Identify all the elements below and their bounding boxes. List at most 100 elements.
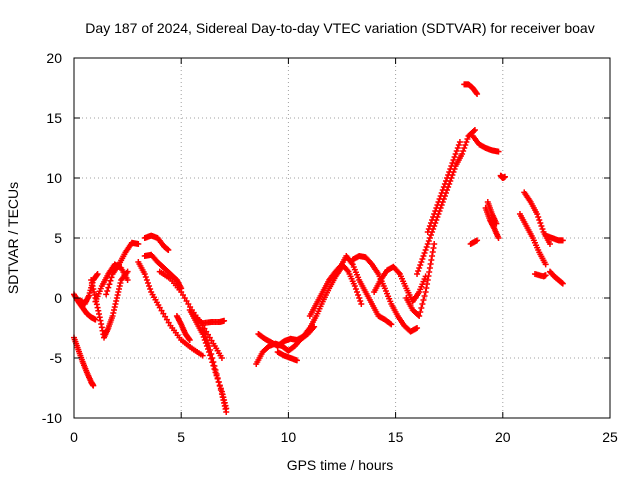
data-point [451, 154, 458, 160]
data-point [213, 371, 220, 377]
data-point [419, 256, 426, 262]
data-point [474, 237, 481, 244]
data-point [199, 325, 206, 331]
data-point [538, 223, 545, 229]
data-point [448, 163, 455, 169]
data-point [461, 145, 468, 151]
data-point [419, 301, 426, 307]
data-point [470, 128, 477, 134]
data-point [212, 367, 219, 373]
x-tick-label: 20 [495, 429, 511, 445]
data-point [201, 331, 208, 337]
y-tick-label: 10 [46, 170, 62, 186]
data-point [146, 283, 153, 289]
data-point [142, 274, 149, 280]
data-point [418, 305, 425, 311]
data-point [105, 284, 112, 291]
data-point [209, 355, 216, 361]
data-point [429, 217, 436, 223]
data-point [534, 211, 541, 217]
data-point [420, 297, 427, 303]
data-point [441, 181, 448, 187]
data-point [147, 286, 154, 292]
data-point [388, 321, 395, 328]
data-point [536, 217, 543, 223]
data-point [447, 166, 454, 172]
y-tick-label: 20 [46, 50, 62, 66]
data-point [165, 247, 172, 253]
data-point [493, 220, 500, 227]
data-point [416, 265, 423, 271]
data-point [424, 241, 431, 247]
data-point [417, 309, 424, 315]
data-point [456, 139, 463, 145]
data-point [495, 148, 502, 155]
data-point [216, 383, 223, 389]
data-point [203, 337, 210, 343]
data-point [437, 193, 444, 199]
data-points [71, 81, 566, 415]
data-point [108, 274, 115, 281]
data-point [459, 151, 466, 157]
data-point [420, 253, 427, 259]
x-axis-label: GPS time / hours [287, 457, 394, 473]
data-point [202, 334, 209, 340]
data-point [356, 295, 363, 301]
data-point [431, 211, 438, 217]
data-point [435, 199, 442, 205]
data-point [535, 214, 542, 220]
axis-ticks: 0 5 10 15 20 25 -10 -5 0 5 10 15 20 [42, 50, 618, 445]
data-point [431, 241, 438, 247]
data-point [425, 238, 432, 244]
data-point [207, 347, 214, 353]
data-point [426, 235, 433, 241]
data-point [218, 355, 225, 361]
data-point [395, 269, 402, 276]
data-point [460, 148, 467, 154]
data-point [537, 220, 544, 226]
data-point [559, 237, 566, 244]
data-point [208, 351, 215, 357]
y-tick-label: 0 [54, 290, 62, 306]
data-point [446, 169, 453, 175]
y-tick-label: 5 [54, 230, 62, 246]
data-point [103, 291, 110, 298]
data-point [418, 259, 425, 265]
x-tick-label: 25 [602, 429, 618, 445]
data-point [106, 281, 113, 288]
data-point [474, 91, 481, 97]
data-point [205, 340, 211, 346]
data-point [186, 337, 193, 343]
data-point [210, 359, 217, 365]
y-tick-label: -5 [50, 350, 63, 366]
data-point [462, 142, 469, 148]
data-point [425, 226, 432, 232]
data-point [214, 375, 221, 381]
data-point [414, 325, 421, 331]
data-point [92, 316, 99, 323]
data-point [546, 241, 553, 247]
x-tick-label: 0 [70, 429, 78, 445]
data-point [414, 271, 421, 277]
data-point [415, 268, 422, 274]
data-point [144, 280, 151, 286]
y-tick-label: 15 [46, 110, 62, 126]
data-point [539, 226, 546, 232]
data-point [439, 187, 446, 193]
data-point [471, 127, 478, 133]
data-point [358, 301, 365, 307]
data-point [542, 272, 549, 279]
data-point [442, 178, 449, 184]
data-point [200, 328, 207, 334]
data-point [104, 288, 111, 294]
data-point [426, 223, 433, 229]
grid-lines [74, 58, 610, 418]
data-point [454, 145, 461, 151]
data-point [434, 202, 441, 208]
data-point [559, 280, 566, 287]
data-point [135, 241, 142, 247]
data-point [352, 286, 359, 292]
data-point [354, 289, 361, 295]
data-point [199, 352, 206, 359]
